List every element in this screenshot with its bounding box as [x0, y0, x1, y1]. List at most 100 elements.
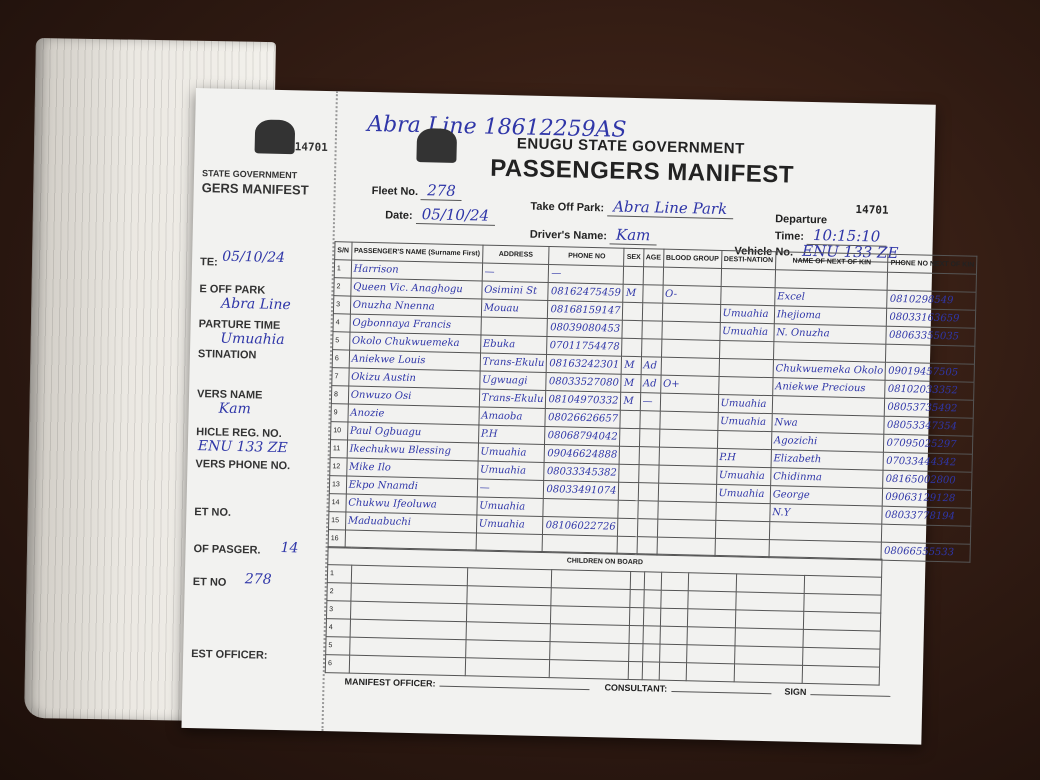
stub-destination: Umuahia	[220, 330, 285, 349]
consultant-field: CONSULTANT:	[604, 682, 772, 696]
coat-of-arms-icon	[254, 119, 296, 155]
table-cell: P.H	[478, 424, 546, 445]
table-cell: 08102033352	[885, 380, 975, 401]
stub-destination-label: STINATION	[197, 348, 257, 362]
stub-government: STATE GOVERNMENT	[201, 168, 298, 181]
table-cell: 0810298549	[887, 290, 977, 311]
table-cell	[688, 590, 737, 610]
table-cell	[734, 663, 803, 684]
table-cell	[465, 639, 551, 660]
table-cell: Ad	[640, 374, 661, 394]
passenger-table: S/N PASSENGER'S NAME (Surname First) ADDRE…	[328, 241, 978, 563]
table-cell	[618, 500, 638, 519]
table-cell	[657, 483, 717, 503]
table-cell	[636, 518, 658, 538]
table-cell: 08068794042	[544, 426, 621, 447]
table-cell	[622, 320, 642, 339]
table-cell: Trans-Ekulu	[479, 389, 547, 409]
table-cell	[659, 393, 719, 413]
table-cell: 08053347354	[884, 416, 974, 437]
table-cell	[657, 519, 716, 539]
column-header: AGE	[643, 248, 664, 268]
row-number: 11	[330, 439, 348, 459]
table-cell: 08033778194	[882, 506, 972, 527]
table-cell	[661, 339, 720, 359]
table-cell	[619, 428, 640, 447]
table-cell	[720, 268, 776, 288]
table-cell: 08053735492	[884, 398, 974, 419]
table-cell	[687, 644, 735, 664]
manifest-sheet: 14701 STATE GOVERNMENT GERS MANIFEST TE:…	[181, 88, 977, 745]
table-cell: O-	[662, 285, 721, 305]
table-cell	[620, 410, 640, 429]
table-cell	[734, 645, 803, 666]
table-cell: Ugwuagi	[479, 371, 547, 391]
table-cell	[480, 317, 548, 337]
take-off-park-label: Take Off Park:	[530, 200, 605, 215]
table-cell: 08106022726	[542, 516, 619, 537]
stub-driver-label: VERS NAME	[196, 388, 263, 402]
table-cell: 08104970332	[545, 390, 622, 411]
sign-label: SIGN	[784, 686, 807, 698]
row-number: 7	[331, 367, 349, 387]
stub-takeoff: Abra Line	[220, 295, 291, 314]
table-cell: Ad	[640, 356, 662, 376]
row-number: 1	[327, 564, 352, 584]
table-cell: Umuahia	[719, 322, 775, 342]
table-cell	[630, 571, 645, 590]
table-cell: —	[481, 263, 550, 283]
table-cell	[803, 611, 881, 632]
stub-driver: Kam	[218, 400, 251, 418]
table-cell	[641, 338, 662, 358]
table-cell	[661, 321, 720, 341]
table-cell	[637, 500, 658, 520]
table-cell	[644, 589, 662, 609]
table-cell: P.H	[716, 448, 772, 468]
column-header: BLOOD GROUP	[663, 249, 722, 269]
table-cell	[687, 626, 736, 646]
table-cell: Umuahia	[716, 466, 771, 486]
table-cell	[881, 524, 971, 545]
row-number: 4	[333, 313, 351, 333]
table-cell: Mouau	[481, 299, 549, 319]
table-cell	[622, 302, 643, 321]
table-cell	[643, 625, 661, 645]
table-cell	[641, 320, 663, 340]
table-cell	[550, 587, 631, 608]
table-cell	[617, 518, 638, 537]
table-cell	[628, 643, 644, 662]
manifest-officer-label: MANIFEST OFFICER:	[344, 676, 436, 689]
manifest-officer-field: MANIFEST OFFICER:	[344, 676, 590, 693]
table-cell	[660, 608, 689, 627]
stub-passengers-label: OF PASGER.	[193, 543, 261, 557]
table-cell: O+	[660, 375, 719, 395]
table-cell	[887, 272, 977, 293]
table-cell	[686, 662, 735, 682]
table-cell: Ebuka	[480, 335, 548, 355]
table-cell	[466, 603, 551, 624]
drivers-name-label: Driver's Name:	[529, 228, 608, 243]
sign-field: SIGN	[784, 686, 891, 699]
table-cell	[466, 585, 552, 606]
table-cell: 07095025297	[883, 434, 973, 455]
table-cell	[661, 590, 689, 609]
table-cell	[803, 593, 882, 614]
table-cell: 08165002800	[883, 470, 973, 491]
table-cell: Umuahia	[719, 304, 775, 324]
fleet-no-label: Fleet No.	[371, 185, 419, 199]
table-cell: Umuahia	[477, 442, 545, 463]
table-cell: 09063129128	[882, 488, 972, 509]
table-cell	[734, 627, 804, 648]
table-cell: —	[639, 392, 661, 412]
table-cell	[349, 655, 466, 676]
table-cell: Umuahia	[717, 412, 773, 432]
table-cell	[619, 464, 639, 483]
table-cell	[549, 641, 630, 662]
row-number: 4	[326, 618, 351, 638]
table-cell	[662, 267, 722, 287]
date-value: 05/10/24	[415, 205, 496, 226]
stub-phone-label: VERS PHONE NO.	[195, 458, 291, 473]
table-cell: 08033527080	[546, 372, 622, 393]
table-cell	[638, 464, 659, 484]
